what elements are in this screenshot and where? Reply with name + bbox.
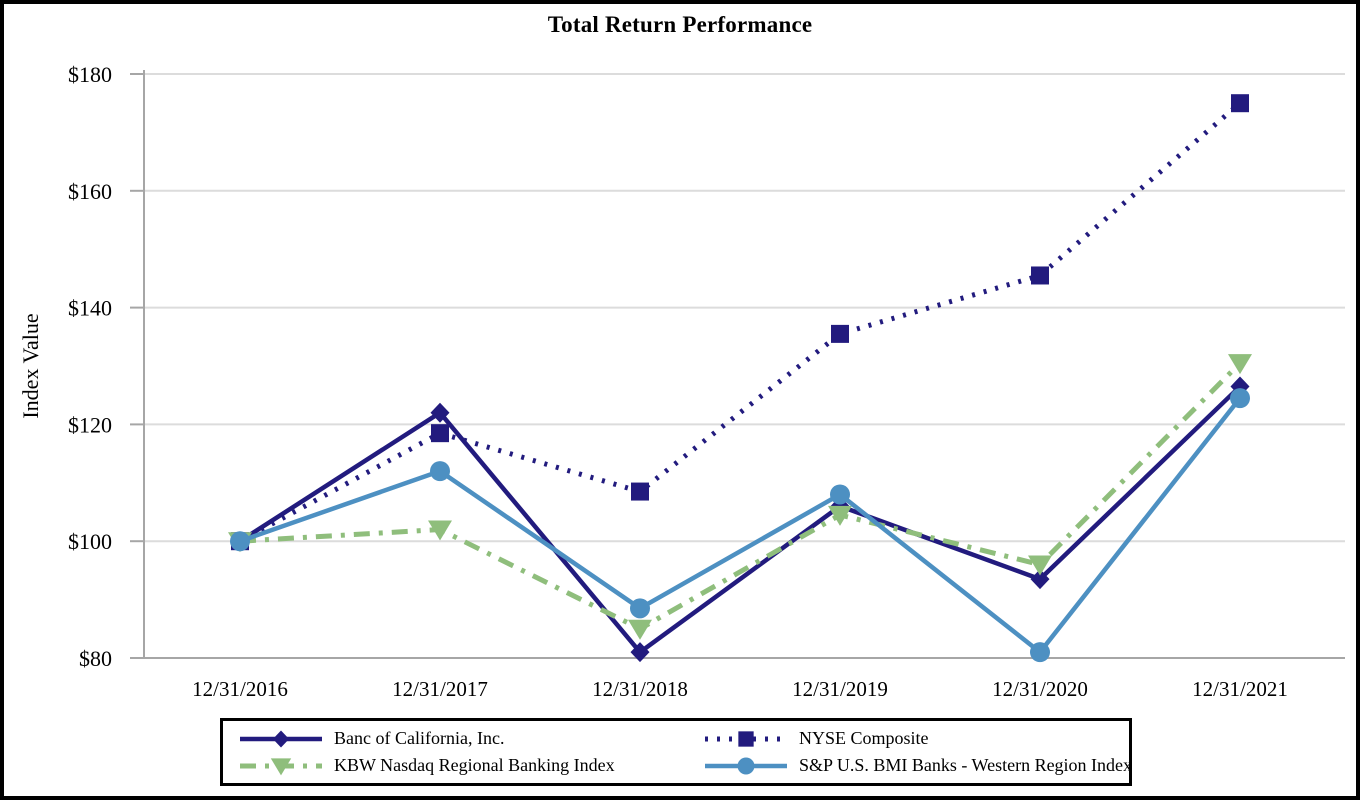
- series-line: [239, 396, 1242, 656]
- diamond-marker: [272, 730, 290, 747]
- series-2: [231, 94, 1249, 551]
- circle-marker: [230, 531, 250, 552]
- y-tick-label: $80: [79, 646, 112, 671]
- y-tick-label: $140: [68, 296, 112, 321]
- square-marker: [431, 424, 449, 443]
- circle-marker: [830, 484, 850, 505]
- gridlines: [144, 73, 1345, 543]
- legend-item: KBW Nasdaq Regional Banking Index: [239, 753, 704, 779]
- square-marker: [1231, 94, 1249, 113]
- legend-label: KBW Nasdaq Regional Banking Index: [334, 755, 615, 775]
- diamond-marker: [630, 642, 650, 663]
- legend-item: NYSE Composite: [704, 726, 1132, 752]
- legend-square-sample-icon: [705, 730, 787, 747]
- y-tick-label: $180: [68, 62, 112, 87]
- x-axis-label: 12/31/2021: [1192, 677, 1288, 701]
- legend: Banc of California, Inc. NYSE Composite KB…: [220, 718, 1132, 786]
- square-marker: [738, 730, 754, 747]
- x-axis-label: 12/31/2019: [792, 677, 888, 701]
- legend-item: S&P U.S. BMI Banks - Western Region Inde…: [704, 753, 1132, 779]
- y-tick-label: $100: [68, 529, 112, 554]
- triangle-down-marker: [428, 520, 452, 541]
- y-axis-title: Index Value: [18, 313, 43, 418]
- legend-label: NYSE Composite: [799, 728, 929, 748]
- triangle-down-marker: [1228, 354, 1252, 375]
- legend-diamond-sample-icon: [240, 730, 322, 747]
- circle-marker: [430, 461, 450, 482]
- plot-area: $80 $100 $120 $140 $160 $180 12/31/2016 12/31/2…: [18, 62, 1345, 701]
- x-axis-label: 12/31/2017: [392, 677, 488, 701]
- legend-triangle-down-sample-icon: [240, 757, 322, 775]
- legend-label: Banc of California, Inc.: [334, 728, 505, 748]
- circle-marker: [1030, 642, 1050, 663]
- x-axis-label: 12/31/2020: [992, 677, 1088, 701]
- chart-title: Total Return Performance: [547, 12, 813, 37]
- legend-item: Banc of California, Inc.: [239, 726, 704, 752]
- legend-label: S&P U.S. BMI Banks - Western Region Inde…: [799, 755, 1133, 775]
- circle-marker: [737, 757, 755, 774]
- series-line: [238, 384, 1242, 656]
- triangle-down-marker: [828, 505, 852, 526]
- series-line: [238, 101, 1242, 544]
- square-marker: [831, 324, 849, 343]
- triangle-down-marker: [1028, 555, 1052, 576]
- diamond-marker: [1030, 569, 1050, 590]
- series-3: [228, 354, 1252, 640]
- axes: [130, 70, 1345, 659]
- circle-marker: [1230, 388, 1250, 409]
- series-4: [230, 388, 1250, 663]
- y-tick-label: $160: [68, 179, 112, 204]
- x-axis-label: 12/31/2018: [592, 677, 688, 701]
- x-axis-label: 12/31/2016: [192, 677, 288, 701]
- triangle-down-marker: [270, 757, 292, 775]
- series-1: [230, 376, 1250, 663]
- circle-marker: [630, 598, 650, 619]
- triangle-down-marker: [628, 619, 652, 640]
- legend-circle-sample-icon: [705, 757, 787, 774]
- y-tick-label: $120: [68, 412, 112, 437]
- square-marker: [631, 482, 649, 501]
- diamond-marker: [430, 402, 450, 423]
- square-marker: [1031, 266, 1049, 285]
- series-line: [239, 361, 1242, 632]
